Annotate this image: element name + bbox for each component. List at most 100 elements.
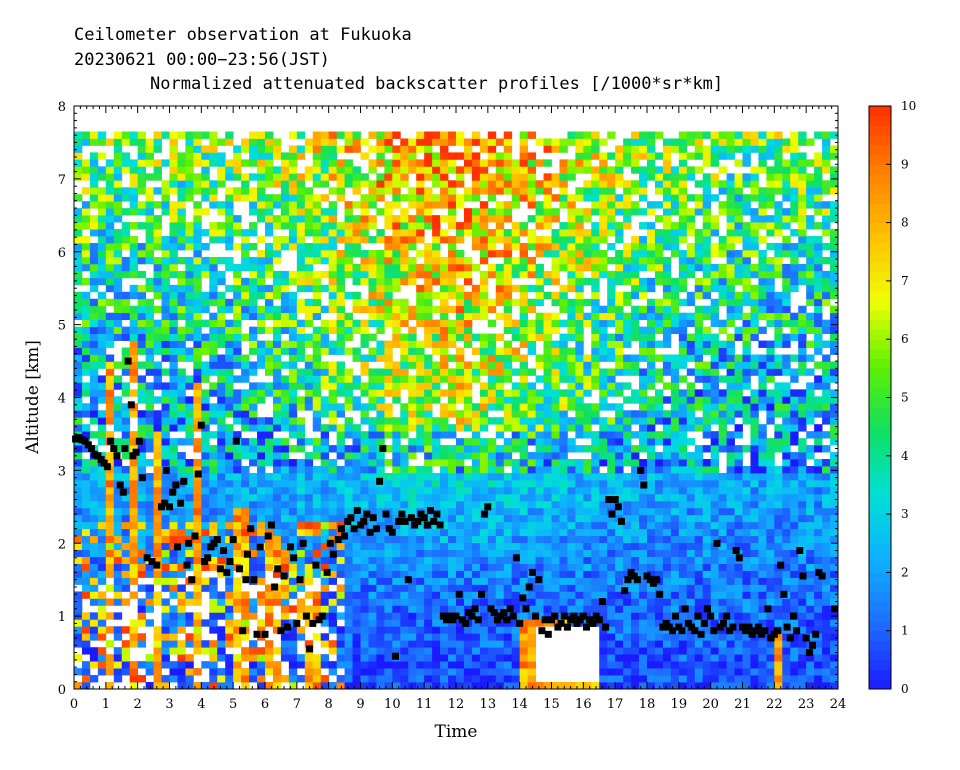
- heatmap-cell: [89, 229, 99, 237]
- heatmap-cell: [89, 187, 99, 195]
- heatmap-cell: [456, 173, 465, 181]
- heatmap-cell: [145, 152, 154, 160]
- heatmap-cell: [591, 131, 600, 139]
- heatmap-cell: [408, 277, 417, 286]
- heatmap-cell: [209, 291, 218, 300]
- heatmap-cell: [336, 229, 345, 237]
- heatmap-cell: [440, 577, 449, 585]
- heatmap-cell: [591, 361, 600, 369]
- heatmap-cell: [97, 215, 107, 223]
- heatmap-cell: [416, 493, 425, 502]
- heatmap-cell: [448, 535, 457, 544]
- heatmap-cell: [400, 152, 409, 160]
- heatmap-cell: [89, 166, 99, 174]
- heatmap-cell: [121, 654, 131, 662]
- heatmap-cell: [511, 431, 521, 439]
- heatmap-cell: [368, 577, 377, 585]
- heatmap-cell: [527, 535, 536, 544]
- heatmap-cell: [153, 500, 162, 509]
- heatmap-cell: [272, 166, 282, 174]
- heatmap-cell: [352, 626, 361, 634]
- heatmap-cell: [328, 500, 338, 509]
- heatmap-cell: [257, 493, 266, 502]
- heatmap-cell: [280, 312, 290, 321]
- heatmap-cell: [89, 507, 99, 516]
- heatmap-cell: [89, 256, 99, 265]
- heatmap-cell: [217, 159, 226, 167]
- heatmap-cell: [471, 507, 481, 516]
- heatmap-cell: [503, 229, 513, 237]
- heatmap-cell: [567, 382, 576, 390]
- heatmap-cell: [121, 563, 131, 571]
- heatmap-cell: [607, 640, 616, 648]
- heatmap-cell: [416, 291, 425, 300]
- heatmap-cell: [137, 493, 147, 502]
- heatmap-cell: [527, 194, 536, 202]
- heatmap-cell: [408, 263, 417, 272]
- heatmap-cell: [249, 333, 258, 341]
- heatmap-cell: [320, 305, 330, 314]
- heatmap-cell: [487, 584, 497, 592]
- heatmap-cell: [543, 361, 552, 369]
- heatmap-cell: [424, 215, 433, 223]
- heatmap-cell: [233, 173, 242, 181]
- heatmap-cell: [647, 263, 656, 272]
- heatmap-cell: [408, 201, 417, 209]
- heatmap-cell: [249, 298, 258, 307]
- heatmap-cell: [543, 396, 552, 404]
- heatmap-cell: [376, 654, 385, 662]
- heatmap-cell: [280, 584, 290, 592]
- heatmap-cell: [225, 507, 234, 516]
- heatmap-cell: [487, 263, 497, 272]
- heatmap-cell: [623, 472, 632, 481]
- heatmap-cell: [296, 424, 306, 432]
- heatmap-cell: [320, 500, 330, 509]
- heatmap-cell: [145, 661, 154, 669]
- heatmap-cell: [312, 277, 322, 286]
- heatmap-cell: [113, 507, 123, 516]
- heatmap-cell: [217, 472, 226, 481]
- heatmap-cell: [575, 542, 584, 551]
- heatmap-cell: [304, 682, 314, 690]
- heatmap-cell: [121, 528, 131, 537]
- heatmap-cell: [615, 159, 624, 167]
- heatmap-cell: [448, 249, 457, 258]
- heatmap-cell: [559, 577, 568, 585]
- heatmap-cell: [336, 556, 345, 564]
- heatmap-cell: [177, 514, 186, 523]
- heatmap-cell: [527, 479, 536, 488]
- heatmap-cell: [121, 326, 131, 334]
- heatmap-cell: [257, 424, 266, 432]
- heatmap-cell: [631, 159, 640, 167]
- heatmap-cell: [599, 542, 608, 551]
- heatmap-cell: [535, 556, 544, 564]
- heatmap-cell: [81, 410, 91, 418]
- heatmap-cell: [424, 403, 433, 411]
- heatmap-cell: [233, 145, 242, 153]
- heatmap-cell: [615, 459, 624, 467]
- heatmap-cell: [193, 340, 202, 348]
- heatmap-cell: [360, 138, 369, 146]
- heatmap-cell: [487, 187, 497, 195]
- heatmap-cell: [89, 431, 99, 439]
- heatmap-cell: [344, 528, 353, 537]
- heatmap-cell: [448, 403, 457, 411]
- heatmap-cell: [233, 598, 242, 606]
- heatmap-cell: [288, 640, 298, 648]
- heatmap-cell: [519, 368, 529, 376]
- heatmap-cell: [654, 431, 664, 439]
- heatmap-cell: [631, 270, 640, 279]
- heatmap-cell: [74, 459, 83, 467]
- heatmap-cell: [74, 570, 83, 578]
- heatmap-cell: [591, 152, 600, 160]
- heatmap-cell: [320, 521, 330, 530]
- heatmap-cell: [304, 249, 314, 258]
- heatmap-cell: [567, 333, 576, 341]
- heatmap-cell: [408, 152, 417, 160]
- heatmap-cell: [479, 403, 489, 411]
- heatmap-cell: [440, 368, 449, 376]
- heatmap-cell: [440, 131, 449, 139]
- heatmap-cell: [448, 479, 457, 488]
- heatmap-cell: [257, 208, 266, 216]
- heatmap-cell: [503, 305, 513, 314]
